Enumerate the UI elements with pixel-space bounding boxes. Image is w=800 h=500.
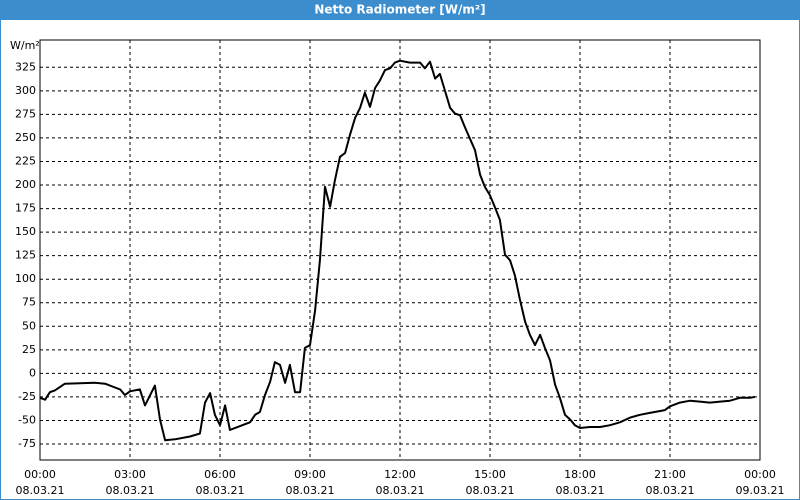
x-tick-label: 09:00 [294, 468, 326, 481]
x-tick-label: 03:00 [114, 468, 146, 481]
x-tick-label: 12:00 [384, 468, 416, 481]
chart-title: Netto Radiometer [W/m²] [314, 3, 485, 17]
y-tick-label: 50 [22, 319, 36, 332]
y-tick-label: 300 [15, 84, 36, 97]
y-tick-label: 175 [15, 202, 36, 215]
x-tick-date: 09.03.21 [736, 484, 785, 497]
title-bar [0, 0, 800, 20]
y-tick-label: 250 [15, 131, 36, 144]
x-tick-label: 21:00 [654, 468, 686, 481]
x-tick-date: 08.03.21 [196, 484, 245, 497]
y-tick-label: -50 [18, 413, 36, 426]
data-line [39, 59, 756, 442]
x-tick-label: 00:00 [24, 468, 56, 481]
x-tick-date: 08.03.21 [106, 484, 155, 497]
x-tick-label: 18:00 [564, 468, 596, 481]
y-tick-label: 200 [15, 178, 36, 191]
y-tick-label: -75 [18, 437, 36, 450]
x-tick-label: 06:00 [204, 468, 236, 481]
y-tick-label: 75 [22, 296, 36, 309]
x-tick-date: 08.03.21 [286, 484, 335, 497]
y-tick-label: -25 [18, 390, 36, 403]
y-unit: W/m² [10, 39, 40, 52]
y-tick-label: 0 [29, 366, 36, 379]
x-tick-label: 00:00 [744, 468, 776, 481]
y-tick-label: 325 [15, 60, 36, 73]
y-tick-label: 150 [15, 225, 36, 238]
x-tick-date: 08.03.21 [466, 484, 515, 497]
y-tick-label: 125 [15, 249, 36, 262]
x-tick-date: 08.03.21 [646, 484, 695, 497]
y-tick-label: 225 [15, 154, 36, 167]
y-tick-label: 275 [15, 107, 36, 120]
x-tick-label: 15:00 [474, 468, 506, 481]
x-tick-date: 08.03.21 [376, 484, 425, 497]
y-tick-label: 100 [15, 272, 36, 285]
x-tick-date: 08.03.21 [556, 484, 605, 497]
y-tick-label: 25 [22, 343, 36, 356]
x-tick-date: 08.03.21 [16, 484, 65, 497]
